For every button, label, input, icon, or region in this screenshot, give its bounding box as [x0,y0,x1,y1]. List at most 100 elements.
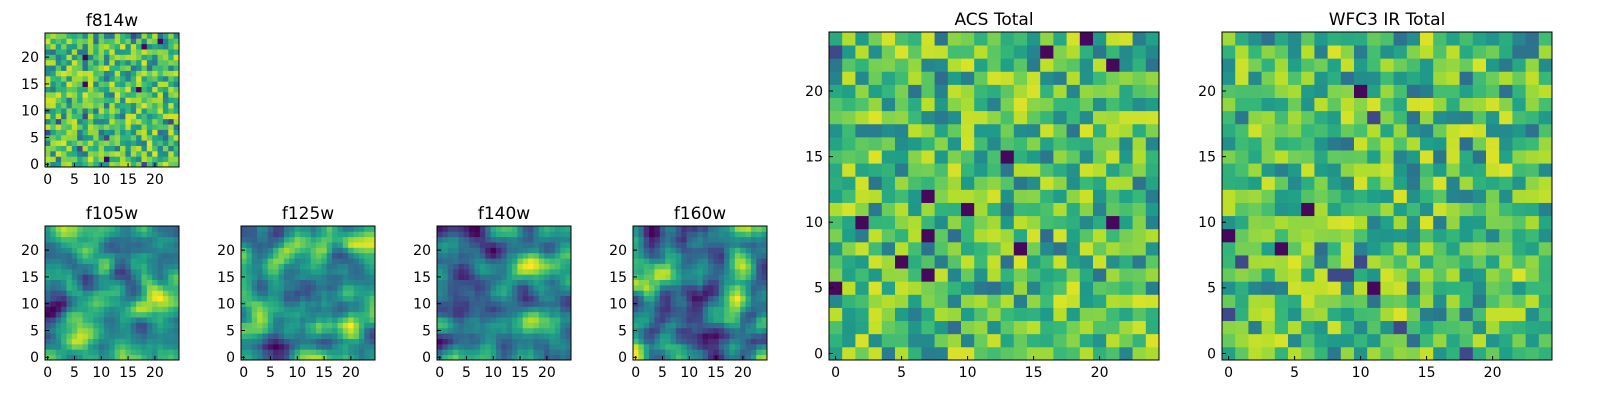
heatmap-cell [691,274,698,280]
heatmap-cell [71,108,78,114]
heatmap-cell [934,163,949,177]
heatmap-cell [168,311,175,318]
heatmap-cell [93,231,99,238]
heatmap-cell [71,322,78,329]
heatmap-cell [934,45,949,59]
heatmap-cell [506,226,513,232]
heatmap-cell [506,295,513,302]
heatmap-cell [649,242,655,248]
heatmap-cell [241,242,247,248]
heatmap-cell [442,306,449,313]
heatmap-cell [136,91,142,98]
heatmap-cell [881,136,896,151]
heatmap-cell [1288,346,1302,361]
heatmap-cell [157,33,164,39]
heatmap-cell [713,247,720,254]
heatmap-cell [1446,241,1460,256]
heatmap-cell [61,338,67,345]
heatmap-cell [246,327,253,334]
heatmap-cell [708,268,714,275]
heatmap-cell [50,150,57,157]
heatmap-cell [71,86,78,93]
heatmap-cell [168,161,175,168]
heatmap-cell [554,354,561,361]
heatmap-cell [1106,346,1120,361]
heatmap-cell [1446,268,1460,282]
heatmap-cell [299,327,306,334]
heatmap-cell [262,333,269,339]
heatmap-cell [855,346,869,361]
heatmap-cell [1093,150,1107,164]
heatmap-cell [1145,241,1160,256]
heatmap-cell [114,134,121,141]
heatmap-cell [162,118,169,125]
heatmap-cell [152,145,158,152]
heatmap-cell [708,284,714,291]
heatmap-cell [560,226,567,232]
heatmap-cell [1261,189,1276,203]
heatmap-cell [316,258,322,264]
heatmap-cell [1106,58,1120,72]
heatmap-cell [729,268,736,275]
heatmap-cell [761,226,768,232]
heatmap-cell [348,268,354,275]
heatmap-cell [987,176,1001,190]
heatmap-cell [734,284,741,291]
heatmap-cell [369,333,376,339]
heatmap-cell [1327,32,1342,46]
heatmap-cell [141,284,148,291]
heatmap-cell [654,327,661,334]
heatmap-cell [947,163,962,177]
heatmap-cell [162,81,169,87]
heatmap-cell [71,43,78,50]
heatmap-cell [310,327,317,334]
x-tick-label: 20 [1091,365,1109,381]
heatmap-cell [1486,333,1500,348]
heatmap-cell [173,263,180,270]
heatmap-cell [1459,189,1474,203]
heatmap-cell [829,281,843,295]
heatmap-cell [257,226,263,232]
heatmap-cell [501,295,508,302]
heatmap-cell [1393,150,1408,164]
heatmap-cell [55,226,62,232]
heatmap-cell [241,290,247,297]
heatmap-cell [750,338,757,345]
heatmap-cell [358,349,365,356]
heatmap-cell [675,301,682,307]
heatmap-cell [681,333,687,339]
heatmap-cell [152,236,158,243]
heatmap-cell [61,65,67,71]
heatmap-cell [549,354,556,361]
heatmap-cell [670,311,677,318]
heatmap-cell [157,322,164,329]
heatmap-cell [522,311,529,318]
heatmap-cell [241,279,247,286]
heatmap-cell [437,333,443,339]
heatmap-cell [87,33,94,39]
heatmap-cell [267,327,274,334]
heatmap-cell [686,258,693,264]
heatmap-cell [1393,189,1408,203]
heatmap-cell [670,274,677,280]
heatmap-cell [246,295,253,302]
heatmap-cell [50,156,57,163]
heatmap-cell [538,333,545,339]
heatmap-cell [162,327,169,334]
heatmap-cell [947,268,962,282]
heatmap-cell [490,295,497,302]
heatmap-cell [633,242,639,248]
heatmap-cell [1106,241,1120,256]
heatmap-cell [45,86,51,93]
heatmap-cell [66,301,73,307]
heatmap-cell [643,290,650,297]
heatmap-cell [364,333,371,339]
heatmap-cell [501,301,508,307]
heatmap-cell [1354,110,1368,125]
heatmap-cell [528,258,534,264]
heatmap-cell [881,84,896,98]
heatmap-cell [713,306,720,313]
heatmap-cell [98,38,105,45]
heatmap-cell [103,161,110,168]
heatmap-cell [321,290,328,297]
